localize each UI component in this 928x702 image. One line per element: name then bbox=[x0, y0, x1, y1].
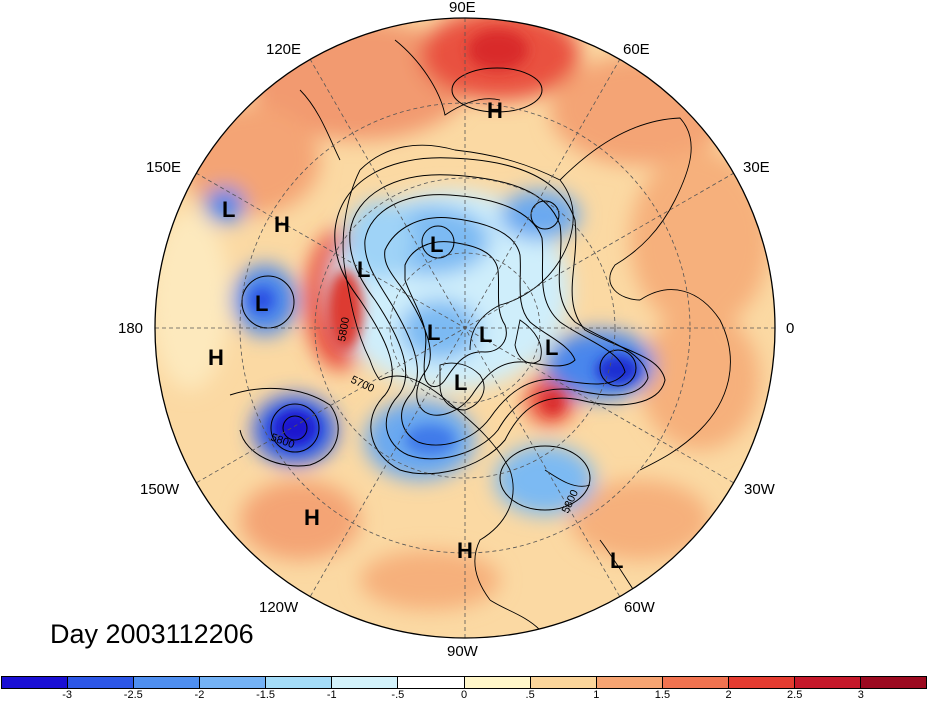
low-pressure-label: L bbox=[454, 370, 467, 395]
colorbar-tick-label: -2.5 bbox=[123, 689, 143, 701]
low-pressure-label: L bbox=[545, 335, 558, 360]
longitude-label-0: 0 bbox=[786, 320, 795, 337]
polar-map: H L H L L L H L L L L H H L 5800 5700 58… bbox=[154, 17, 776, 639]
low-pressure-label: L bbox=[427, 320, 440, 345]
colorbar bbox=[1, 676, 927, 689]
low-pressure-label: L bbox=[255, 291, 268, 316]
colorbar-tick-label: 2.5 bbox=[787, 689, 803, 701]
colorbar-segment bbox=[200, 677, 267, 688]
colorbar-segment bbox=[861, 677, 927, 688]
longitude-label-150e: 150E bbox=[146, 159, 182, 176]
anomaly-field bbox=[155, 18, 775, 638]
longitude-label-60w: 60W bbox=[624, 599, 655, 616]
longitude-label-150w: 150W bbox=[140, 481, 180, 498]
high-pressure-label: H bbox=[304, 505, 320, 530]
colorbar-tick-label: -.5 bbox=[391, 689, 405, 701]
colorbar-segment bbox=[794, 677, 862, 688]
colorbar-segment bbox=[464, 677, 531, 688]
low-pressure-label: L bbox=[430, 232, 443, 257]
colorbar-segment bbox=[662, 677, 729, 688]
colorbar-tick-label: -2 bbox=[194, 689, 205, 701]
low-pressure-label: L bbox=[222, 197, 235, 222]
longitude-label-30w: 30W bbox=[744, 481, 775, 498]
high-pressure-label: H bbox=[208, 345, 224, 370]
colorbar-segment bbox=[398, 677, 465, 688]
low-pressure-label: L bbox=[610, 548, 623, 573]
longitude-label-30e: 30E bbox=[743, 159, 770, 176]
colorbar-tick-label: .5 bbox=[525, 689, 535, 701]
colorbar-segment bbox=[530, 677, 597, 688]
colorbar-segment bbox=[728, 677, 795, 688]
longitude-label-120e: 120E bbox=[266, 41, 302, 58]
low-pressure-label: L bbox=[357, 257, 370, 282]
colorbar-segment bbox=[134, 677, 201, 688]
contour-label: 5800 bbox=[336, 316, 352, 342]
colorbar-segment bbox=[332, 677, 399, 688]
coastlines bbox=[299, 39, 731, 631]
colorbar-tick-label: 0 bbox=[460, 689, 468, 701]
longitude-label-120w: 120W bbox=[259, 599, 299, 616]
longitude-label-90w: 90W bbox=[447, 643, 478, 660]
colorbar-tick-label: 1 bbox=[593, 689, 600, 701]
colorbar-tick-label: -3 bbox=[62, 689, 73, 701]
colorbar-segment bbox=[2, 677, 69, 688]
colorbar-segment bbox=[596, 677, 663, 688]
pressure-centers: H L H L L L H L L L L H H L bbox=[208, 98, 623, 573]
graticule bbox=[155, 18, 775, 638]
low-pressure-label: L bbox=[479, 322, 492, 347]
colorbar-segment bbox=[266, 677, 333, 688]
longitude-label-180: 180 bbox=[118, 320, 144, 337]
longitude-label-90e: 90E bbox=[449, 0, 476, 16]
high-pressure-label: H bbox=[487, 98, 503, 123]
colorbar-tick-label: -1 bbox=[326, 689, 337, 701]
colorbar-tick-label: 3 bbox=[857, 689, 864, 701]
colorbar-tick-label: 1.5 bbox=[654, 689, 671, 701]
colorbar-tick-label: 2 bbox=[725, 689, 732, 701]
date-label: Day 2003112206 bbox=[50, 619, 254, 649]
map-boundary bbox=[154, 17, 776, 639]
high-pressure-label: H bbox=[457, 538, 473, 563]
longitude-label-60e: 60E bbox=[623, 41, 650, 58]
colorbar-tick-label: -1.5 bbox=[256, 689, 276, 701]
colorbar-segment bbox=[68, 677, 135, 688]
high-pressure-label: H bbox=[274, 212, 290, 237]
height-contours bbox=[229, 67, 666, 511]
